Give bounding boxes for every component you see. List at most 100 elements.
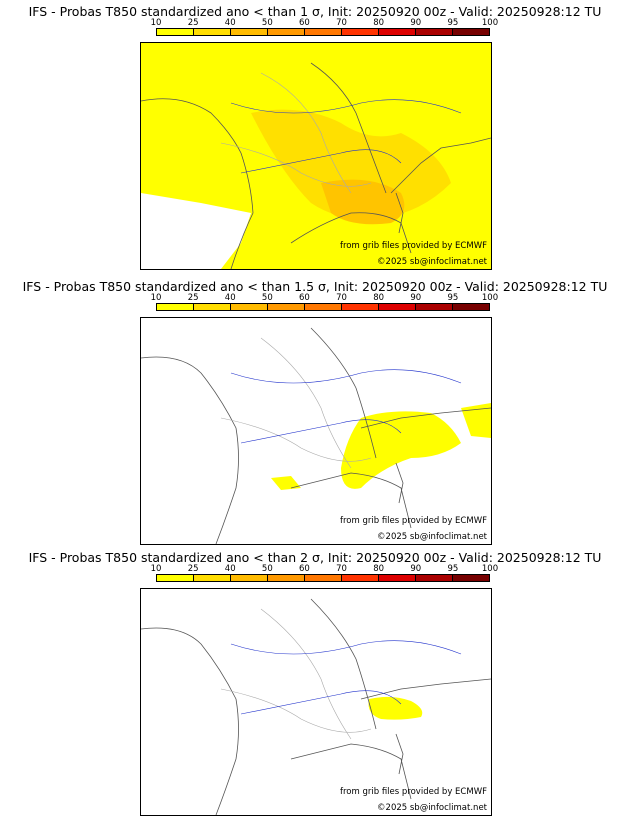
map-figure [141,598,491,815]
scale-segment [194,575,231,581]
scale-tick-label: 60 [299,293,310,303]
scale-segment [416,575,453,581]
scale-tick-label: 80 [373,564,385,574]
scale-tick-label: 90 [410,18,422,28]
scale-tick-label: 25 [187,293,199,303]
copyright-credit: ©2025 sb@infoclimat.net [377,532,487,542]
scale-segment [305,29,342,35]
scale-tick-label: 60 [299,18,310,28]
scale-segment [379,29,416,35]
scale-segment [231,29,268,35]
color-scale: 10 25 40 50 60 70 80 90 95 100 [151,564,499,584]
color-scale: 10 25 40 50 60 70 80 90 95 100 [151,293,499,313]
region-border [260,72,352,194]
river [230,99,462,114]
scale-ticks: 10 25 40 50 60 70 80 90 95 100 [151,564,499,574]
unshaded-area [141,193,251,269]
scale-tick-label: 60 [299,564,310,574]
scale-tick-label: 10 [150,293,162,303]
coastline [141,356,239,544]
scale-bar [156,28,490,36]
river [240,690,402,715]
map-area: from grib files provided by ECMWF ©2025 … [140,42,492,270]
border-line [360,407,491,429]
scale-tick-label: 100 [481,293,499,303]
probability-field [141,43,271,98]
scale-tick-label: 40 [224,293,236,303]
scale-segment [379,575,416,581]
river [230,369,462,384]
scale-segment [416,29,453,35]
region-border [220,688,372,733]
scale-tick-label: 40 [224,18,236,28]
scale-segment [157,29,194,35]
color-scale: 10 25 40 50 60 70 80 90 95 100 [151,18,499,38]
border-line [310,62,387,194]
scale-tick-label: 70 [336,564,347,574]
border-line [360,678,491,700]
scale-ticks: 10 25 40 50 60 70 80 90 95 100 [151,293,499,303]
scale-segment [453,575,489,581]
scale-segment [268,304,305,310]
scale-tick-label: 90 [410,564,422,574]
region-border [220,142,372,187]
higher-probability-zone [321,179,405,225]
scale-tick-label: 80 [373,293,385,303]
scale-segment [342,29,379,35]
scale-segment [194,304,231,310]
probability-field [341,411,461,489]
scale-tick-label: 90 [410,293,422,303]
scale-tick-label: 50 [261,18,273,28]
region-border [260,608,352,740]
moderate-probability-zone [251,109,451,219]
coastline [290,212,412,254]
scale-ticks: 10 25 40 50 60 70 80 90 95 100 [151,18,499,28]
corsica-coast [395,192,404,234]
scale-tick-label: 95 [447,293,459,303]
coastline [141,627,239,815]
scale-bar [156,303,490,311]
border-line [310,598,377,730]
scale-tick-label: 70 [336,18,347,28]
coastline [290,743,412,800]
scale-tick-label: 80 [373,18,385,28]
probability-panel-1: IFS - Probas T850 standardized ano < tha… [0,4,630,272]
map-area: from grib files provided by ECMWF ©2025 … [140,588,492,816]
scale-segment [157,575,194,581]
source-credit: from grib files provided by ECMWF [340,241,487,251]
probability-field [461,403,491,438]
scale-segment [268,575,305,581]
map-figure [141,327,491,544]
scale-tick-label: 50 [261,564,273,574]
panel-title: IFS - Probas T850 standardized ano < tha… [28,4,602,19]
coastline [141,98,254,269]
copyright-credit: ©2025 sb@infoclimat.net [377,257,487,267]
border-line [390,137,491,194]
corsica-coast [395,462,404,504]
scale-tick-label: 25 [187,564,199,574]
scale-tick-label: 40 [224,564,236,574]
scale-segment [342,304,379,310]
scale-tick-label: 25 [187,18,199,28]
border-line [310,327,377,459]
scale-segment [379,304,416,310]
probability-panel-3: IFS - Probas T850 standardized ano < tha… [0,550,630,818]
scale-tick-label: 50 [261,293,273,303]
river [240,419,402,444]
river [240,149,402,174]
scale-segment [453,29,489,35]
scale-segment [342,575,379,581]
scale-segment [453,304,489,310]
region-border [220,417,372,462]
panel-title: IFS - Probas T850 standardized ano < tha… [22,279,608,294]
scale-segment [231,304,268,310]
scale-segment [268,29,305,35]
scale-segment [416,304,453,310]
panel-title: IFS - Probas T850 standardized ano < tha… [28,550,602,565]
probability-panel-2: IFS - Probas T850 standardized ano < tha… [0,279,630,547]
scale-tick-label: 10 [150,564,162,574]
scale-tick-label: 100 [481,18,499,28]
region-border [260,337,352,469]
scale-bar [156,574,490,582]
scale-tick-label: 70 [336,293,347,303]
